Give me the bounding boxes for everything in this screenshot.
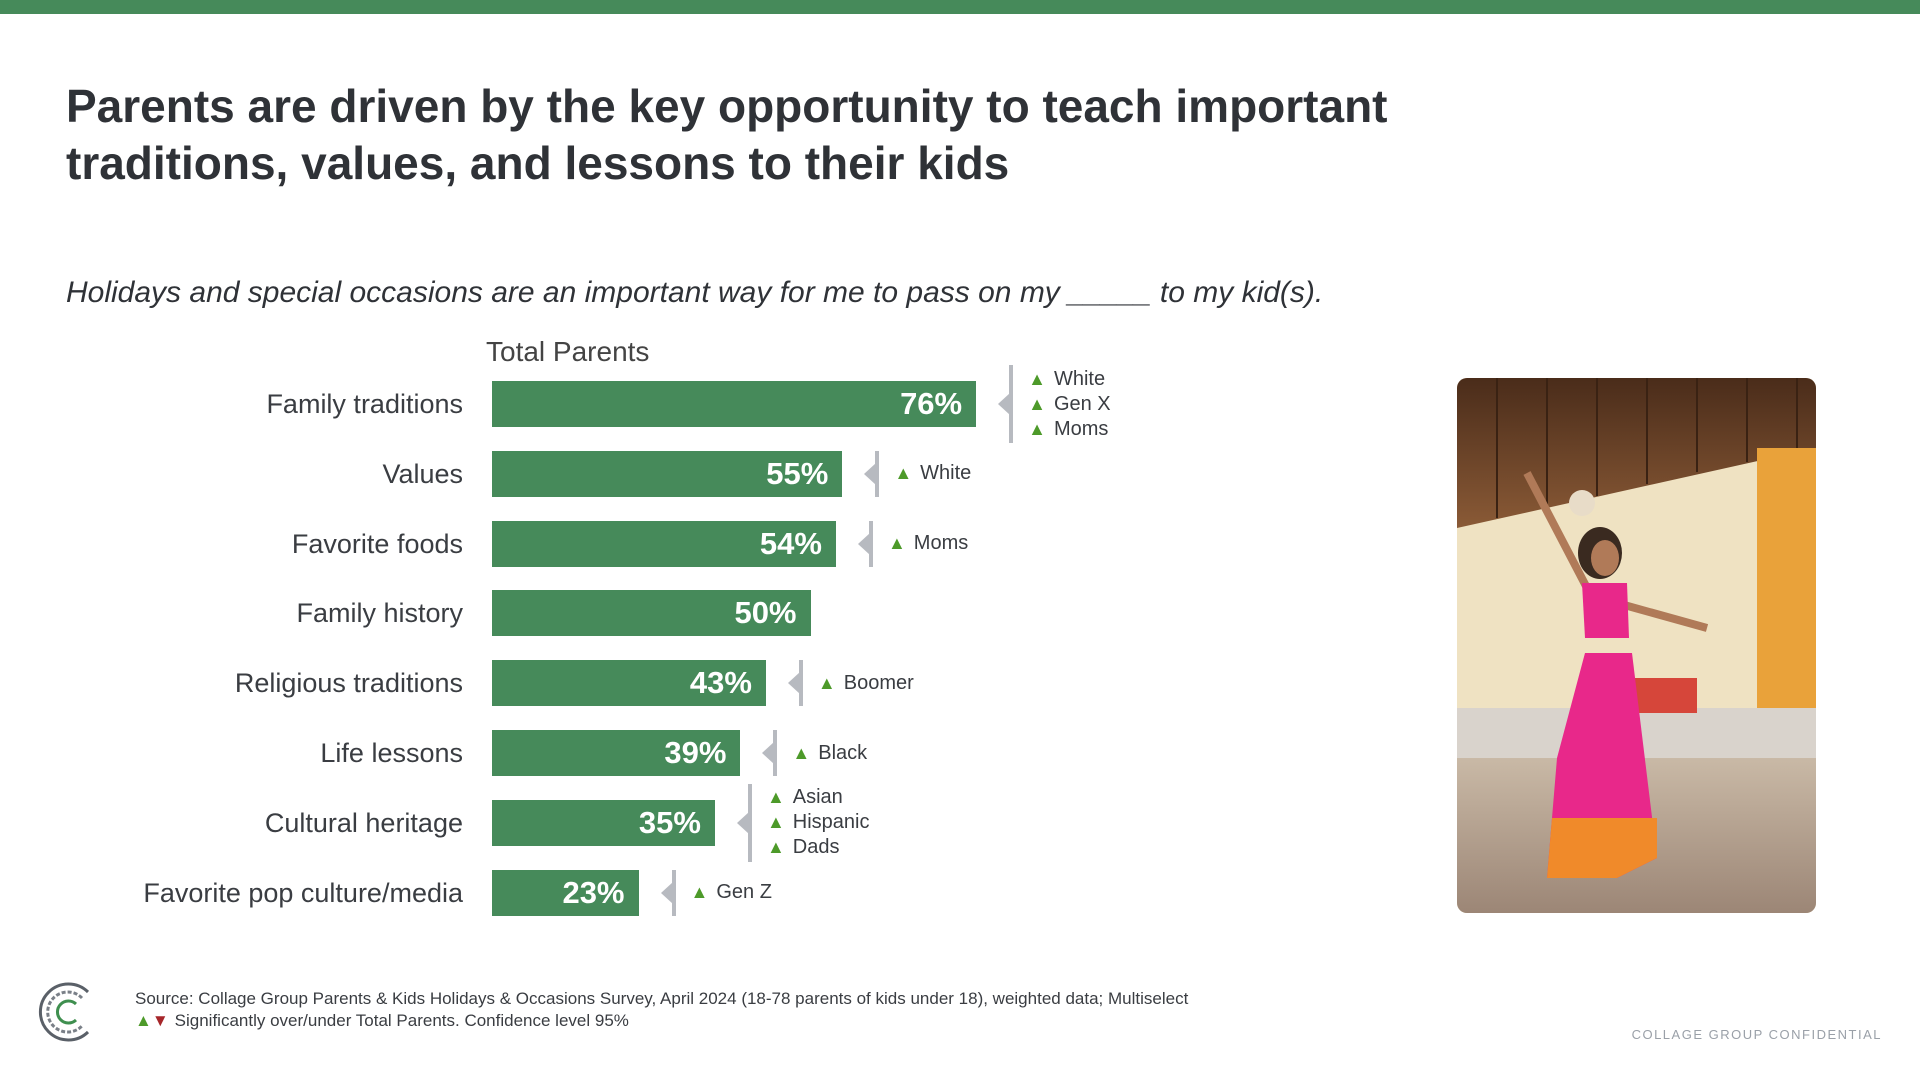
significance-item: ▲ White	[1028, 367, 1111, 392]
segment-label: Gen X	[1053, 392, 1111, 415]
bar: 55%	[492, 450, 843, 497]
bracket-line	[798, 660, 803, 707]
value-label: 54%	[759, 525, 822, 561]
chart-question: Holidays and special occasions are an im…	[66, 276, 1324, 309]
segment-label: Asian	[792, 786, 843, 809]
value-label: 50%	[734, 595, 797, 631]
down-arrow-icon: ▼	[151, 1011, 169, 1030]
significance-item: ▲ Gen X	[1028, 392, 1111, 417]
significance-item: ▲ Moms	[888, 531, 968, 556]
significance-item: ▲ Moms	[1028, 417, 1111, 442]
significance-item: ▲ Asian	[767, 785, 870, 810]
bar-row: Cultural heritage 35% ▲ Asian ▲ Hispanic ▲ Dads	[0, 783, 1400, 862]
category-label: Family history	[296, 598, 463, 629]
category-label: Cultural heritage	[264, 807, 463, 838]
up-arrow-icon: ▲	[766, 812, 785, 833]
confidential-label: COLLAGE GROUP CONFIDENTIAL	[1631, 1027, 1882, 1042]
up-arrow-icon: ▲	[1028, 368, 1046, 389]
bar: 76%	[492, 381, 977, 427]
up-arrow-icon: ▲	[1028, 418, 1046, 439]
bracket-line	[773, 730, 778, 776]
bar-row: Values 55% ▲ White	[0, 450, 1400, 497]
segment-label: Moms	[913, 532, 969, 555]
bar-row: Favorite pop culture/media 23% ▲ Gen Z	[0, 869, 1400, 916]
bar-row: Favorite foods 54% ▲ Moms	[0, 520, 1400, 567]
up-arrow-icon: ▲	[690, 882, 709, 903]
top-accent-bar	[0, 0, 1920, 14]
segment-label: Moms	[1053, 417, 1109, 440]
bracket-line	[671, 869, 676, 916]
significance-item: ▲ Dads	[767, 835, 870, 860]
significance-notes: ▲ Boomer	[818, 671, 914, 696]
value-label: 39%	[664, 735, 727, 770]
significance-item: ▲ White	[894, 461, 971, 486]
bar: 43%	[492, 660, 766, 707]
segment-label: White	[920, 462, 972, 485]
bar: 23%	[492, 869, 639, 916]
bar-row: Religious traditions 43% ▲ Boomer	[0, 660, 1400, 707]
up-arrow-icon: ▲	[766, 787, 785, 808]
significance-item: ▲ Gen Z	[691, 880, 772, 905]
value-label: 76%	[900, 386, 963, 421]
category-label: Favorite foods	[291, 528, 463, 559]
significance-item: ▲ Boomer	[818, 671, 914, 696]
bracket-pointer	[736, 811, 749, 834]
bar: 35%	[492, 799, 715, 846]
bracket-line	[875, 450, 880, 497]
source-text: Source: Collage Group Parents & Kids Hol…	[135, 989, 1189, 1008]
bracket-line	[747, 783, 752, 862]
significance-item: ▲ Hispanic	[767, 810, 870, 835]
category-label: Favorite pop culture/media	[143, 877, 463, 908]
up-arrow-icon: ▲	[894, 463, 913, 484]
category-label: Values	[382, 458, 463, 489]
bracket-pointer	[787, 672, 800, 695]
up-arrow-icon: ▲	[766, 837, 785, 858]
significance-notes: ▲ Moms	[888, 531, 968, 556]
value-label: 43%	[689, 665, 752, 701]
segment-label: Hispanic	[792, 811, 870, 834]
up-arrow-icon: ▲	[792, 742, 811, 763]
bar: 50%	[492, 590, 811, 637]
bar-row: Family traditions 76% ▲ White ▲ Gen X ▲ Moms	[0, 365, 1400, 443]
page-title: Parents are driven by the key opportunit…	[66, 80, 1388, 189]
significance-notes: ▲ White ▲ Gen X ▲ Moms	[1028, 367, 1111, 442]
footer-source: Source: Collage Group Parents & Kids Hol…	[135, 988, 1435, 1032]
significance-legend: ▲▼ Significantly over/under Total Parents…	[135, 1010, 1435, 1032]
segment-label: Gen Z	[716, 881, 772, 904]
bracket-line	[1009, 365, 1014, 443]
collage-group-logo	[38, 982, 90, 1042]
significance-item: ▲ Black	[792, 741, 867, 766]
segment-label: Dads	[792, 836, 840, 859]
up-arrow-icon: ▲	[887, 533, 906, 554]
category-label: Religious traditions	[234, 668, 463, 699]
segment-label: Boomer	[843, 671, 914, 694]
bracket-pointer	[998, 393, 1011, 415]
value-label: 35%	[638, 804, 701, 840]
segment-label: Black	[818, 741, 868, 764]
significance-notes: ▲ Asian ▲ Hispanic ▲ Dads	[767, 785, 870, 860]
up-arrow-icon: ▲	[817, 672, 836, 693]
bracket-pointer	[762, 742, 775, 764]
significance-notes: ▲ White	[894, 461, 971, 486]
category-label: Family traditions	[266, 389, 463, 419]
value-label: 55%	[766, 455, 829, 491]
bar-row: Life lessons 39% ▲ Black	[0, 730, 1400, 776]
segment-label: White	[1053, 367, 1106, 390]
legend-text: Significantly over/under Total Parents. …	[174, 1011, 629, 1030]
significance-notes: ▲ Black	[792, 741, 867, 766]
photo-girl-dancing	[1457, 378, 1816, 913]
series-label: Total Parents	[486, 336, 650, 367]
bar-row: Family history 50%	[0, 590, 1400, 637]
bracket-line	[868, 520, 873, 567]
up-arrow-icon: ▲	[135, 1011, 152, 1030]
value-label: 23%	[562, 874, 625, 910]
bracket-pointer	[660, 881, 673, 904]
category-label: Life lessons	[320, 738, 463, 768]
bar: 39%	[492, 730, 741, 776]
bracket-pointer	[857, 532, 870, 555]
bar: 54%	[492, 520, 836, 567]
bracket-pointer	[864, 462, 877, 485]
significance-notes: ▲ Gen Z	[691, 880, 772, 905]
up-arrow-icon: ▲	[1028, 393, 1046, 414]
